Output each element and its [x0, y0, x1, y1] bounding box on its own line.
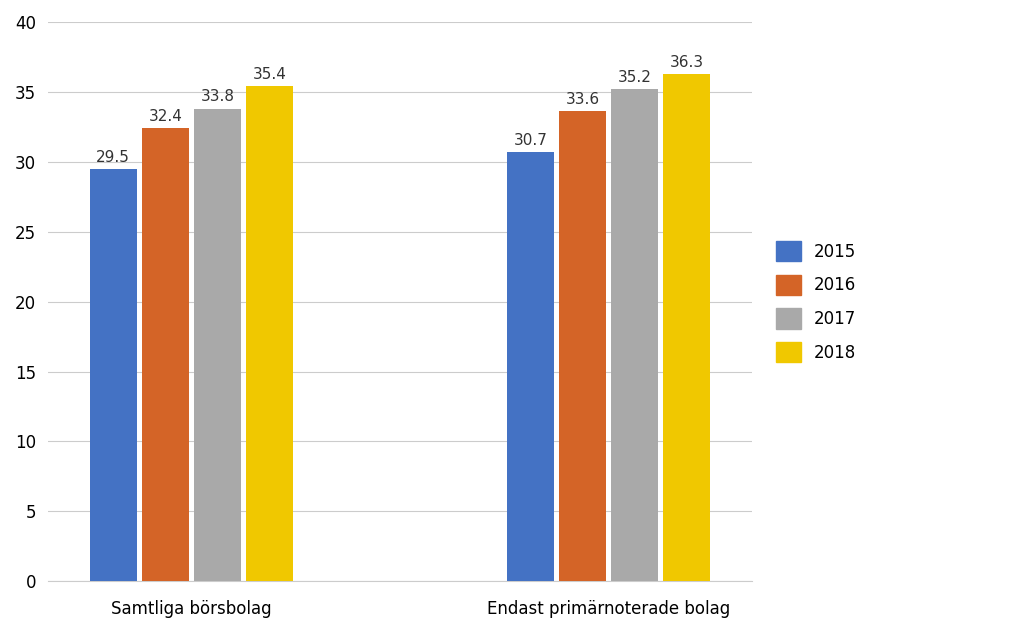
Text: 33.6: 33.6: [565, 92, 600, 107]
Legend: 2015, 2016, 2017, 2018: 2015, 2016, 2017, 2018: [768, 232, 864, 371]
Bar: [507, 152, 554, 581]
Text: 35.2: 35.2: [617, 70, 651, 85]
Text: 30.7: 30.7: [513, 133, 548, 148]
Text: 35.4: 35.4: [253, 67, 287, 82]
Bar: [194, 109, 241, 581]
Text: 32.4: 32.4: [148, 109, 182, 124]
Bar: [90, 169, 136, 581]
Text: 36.3: 36.3: [670, 54, 703, 70]
Text: 29.5: 29.5: [96, 149, 130, 165]
Bar: [141, 128, 188, 581]
Bar: [246, 86, 293, 581]
Bar: [664, 73, 711, 581]
Bar: [611, 89, 658, 581]
Text: 33.8: 33.8: [201, 89, 234, 104]
Bar: [559, 111, 606, 581]
